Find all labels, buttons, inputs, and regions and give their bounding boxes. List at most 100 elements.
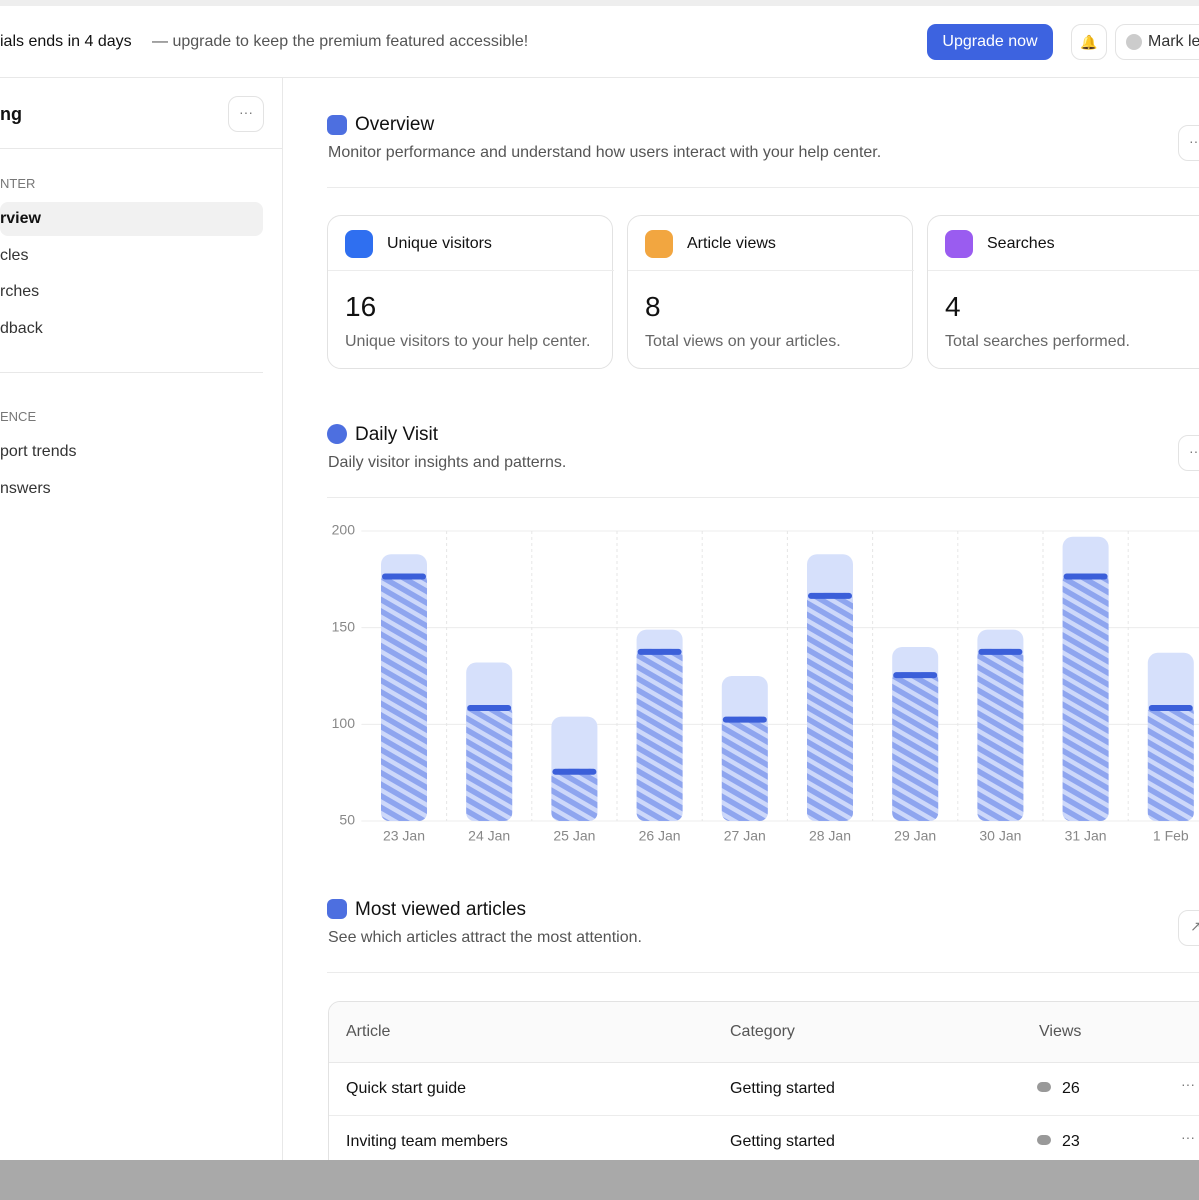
- x-tick-label: 25 Jan: [553, 828, 595, 844]
- x-tick-label: 30 Jan: [979, 828, 1021, 844]
- card-value: 16: [345, 291, 377, 322]
- sidebar-title: ng: [0, 104, 22, 124]
- menu-button[interactable]: ···: [1178, 125, 1199, 161]
- bar-value: [1062, 573, 1109, 821]
- divider: [327, 972, 1199, 973]
- eye-icon: [1037, 1082, 1051, 1092]
- bar-cap: [893, 672, 938, 679]
- upgrade-button[interactable]: Upgrade now: [927, 24, 1053, 60]
- cell: Getting started: [730, 1080, 835, 1097]
- bar-value: [381, 573, 427, 821]
- bar-value: [636, 648, 683, 821]
- col-header: Article: [346, 1023, 391, 1040]
- avatar: [1126, 34, 1142, 50]
- x-tick-label: 27 Jan: [724, 828, 766, 844]
- stat-card: Unique visitors 16 Unique visitors to your…: [327, 215, 614, 369]
- x-tick-label: 23 Jan: [383, 828, 425, 844]
- sidebar-menu[interactable]: ···: [228, 96, 264, 132]
- divider: [327, 497, 1199, 498]
- cell: Quick start guide: [346, 1080, 467, 1097]
- card-header-line: [328, 270, 614, 271]
- expand-button[interactable]: ↗: [1178, 910, 1199, 946]
- cell: 26: [1062, 1080, 1080, 1097]
- bar-cap: [467, 705, 512, 711]
- table-header: Article Category Views: [329, 1002, 1199, 1063]
- stat-card: Article views 8 Total views on your articl…: [627, 215, 914, 369]
- user-button[interactable]: Mark le: [1115, 24, 1199, 60]
- stat-card: Searches 4 Total searches performed.: [927, 215, 1199, 369]
- banner: ials ends in 4 days — upgrade to keep th…: [0, 6, 1199, 78]
- bar-value: [551, 768, 598, 821]
- cell: Getting started: [730, 1133, 835, 1150]
- card-value: 4: [945, 291, 961, 322]
- bar-value: [466, 705, 513, 821]
- x-tick-label: 29 Jan: [894, 828, 936, 844]
- col-header: Category: [730, 1023, 795, 1040]
- bar-value: [977, 648, 1024, 821]
- nav-item[interactable]: cles: [0, 247, 29, 264]
- row-menu[interactable]: ···: [1181, 1129, 1195, 1145]
- section-title: Most viewed articles: [355, 899, 527, 920]
- card-icon: [345, 230, 373, 258]
- card-caption: Total searches performed.: [945, 333, 1130, 350]
- bar-cap: [637, 648, 682, 655]
- section-subtitle: Daily visitor insights and patterns.: [328, 454, 567, 471]
- x-tick-label: 24 Jan: [468, 828, 510, 844]
- bar-value: [892, 672, 939, 821]
- y-tick-label: 200: [332, 522, 356, 538]
- nav-item[interactable]: port trends: [0, 443, 77, 460]
- x-tick-label: 28 Jan: [809, 828, 851, 844]
- cell: Inviting team members: [346, 1133, 508, 1150]
- section-subtitle: See which articles attract the most atte…: [328, 929, 642, 946]
- bar-cap: [382, 573, 426, 580]
- nav-item[interactable]: rches: [0, 283, 40, 300]
- section-heading: NTER: [0, 176, 36, 191]
- nav-item[interactable]: rview: [0, 210, 41, 227]
- eye-icon: [1037, 1135, 1051, 1145]
- card-label: Searches: [987, 235, 1055, 252]
- divider: [0, 148, 282, 149]
- overview-icon: [327, 115, 347, 135]
- nav-item[interactable]: dback: [0, 320, 43, 337]
- sidebar: ng ··· NTER rview cles rches dback ENCE …: [0, 78, 283, 1160]
- card-header-line: [628, 270, 914, 271]
- section-subtitle: Monitor performance and understand how u…: [328, 144, 882, 161]
- divider: [0, 372, 263, 373]
- divider: [327, 187, 1199, 188]
- top-strip: [0, 0, 1199, 6]
- y-tick-label: 100: [332, 715, 356, 731]
- x-tick-label: 1 Feb: [1153, 828, 1189, 844]
- bar-cap: [1148, 705, 1193, 711]
- menu-button[interactable]: ···: [1178, 435, 1199, 471]
- y-tick-label: 150: [332, 618, 356, 634]
- section-title: Overview: [355, 114, 435, 135]
- card-caption: Total views on your articles.: [645, 333, 841, 350]
- card-icon: [945, 230, 973, 258]
- bar-cap: [722, 716, 767, 723]
- table-row[interactable]: Quick start guide Getting started 26 ···: [329, 1062, 1199, 1116]
- bottom-band: [0, 1160, 1199, 1200]
- user-name: Mark le: [1148, 33, 1199, 50]
- card-header-line: [928, 270, 1199, 271]
- bell-button[interactable]: 🔔: [1071, 24, 1107, 60]
- card-value: 8: [645, 291, 661, 322]
- banner-bold: ials ends in 4 days: [0, 33, 132, 50]
- card-label: Unique visitors: [387, 235, 492, 252]
- bar-cap: [1063, 573, 1108, 580]
- card-label: Article views: [687, 235, 776, 252]
- bar-value: [807, 592, 853, 821]
- chart: 50 100 150 200 23 Jan 24 Jan 25 Jan 26 Jan 27 Ja…: [332, 522, 1199, 844]
- bar-value: [721, 716, 768, 821]
- col-header: Views: [1039, 1023, 1082, 1040]
- active-bg: [0, 202, 263, 236]
- x-tick-label: 31 Jan: [1065, 828, 1107, 844]
- articles-icon: [327, 899, 347, 919]
- x-tick-label: 26 Jan: [639, 828, 681, 844]
- row-menu[interactable]: ···: [1181, 1076, 1195, 1092]
- section-title: Daily Visit: [355, 424, 439, 445]
- nav-item[interactable]: nswers: [0, 480, 51, 497]
- daily-icon: [327, 424, 347, 444]
- banner-text: — upgrade to keep the premium featured a…: [152, 33, 529, 50]
